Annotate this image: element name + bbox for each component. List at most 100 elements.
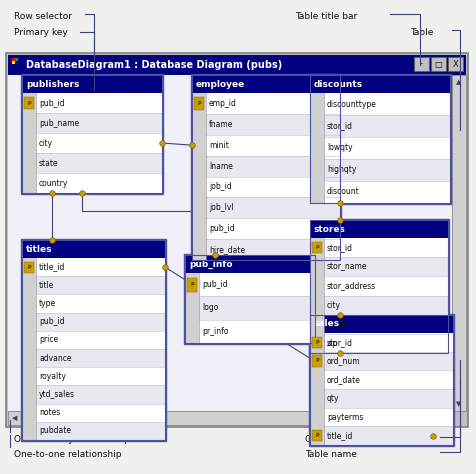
Text: pubdate: pubdate (39, 427, 71, 436)
Text: stor_name: stor_name (327, 262, 367, 271)
Bar (309, 333, 323, 352)
Bar (309, 257, 323, 276)
Bar (22, 173, 162, 193)
Bar (309, 426, 323, 445)
Text: pr_info: pr_info (201, 327, 228, 336)
Bar (22, 331, 165, 349)
Text: P: P (27, 100, 31, 106)
Text: DatabaseDiagram1 : Database Diagram (pubs): DatabaseDiagram1 : Database Diagram (pub… (26, 60, 282, 70)
Text: price: price (39, 336, 58, 345)
Text: pub_id: pub_id (201, 280, 227, 289)
Bar (22, 173, 36, 193)
Bar (22, 385, 36, 403)
Text: hire_date: hire_date (208, 245, 245, 254)
Bar (192, 155, 339, 176)
Bar (22, 349, 165, 367)
Text: Column name: Column name (304, 435, 367, 444)
Bar (192, 239, 339, 260)
Text: qty: qty (327, 394, 339, 403)
Bar (185, 255, 314, 273)
Bar (309, 159, 323, 181)
Text: P: P (315, 358, 318, 364)
Bar (185, 273, 314, 296)
Bar (22, 153, 162, 173)
Bar (308, 314, 453, 446)
Text: city: city (39, 138, 53, 147)
Bar (309, 315, 323, 334)
Bar (15, 58, 18, 61)
Text: advance: advance (39, 354, 71, 363)
Bar (311, 356, 321, 366)
Text: minit: minit (208, 141, 228, 150)
Bar (22, 133, 36, 153)
Text: X: X (452, 60, 457, 69)
Bar (22, 422, 36, 440)
Text: P: P (315, 245, 318, 250)
Text: One-to-many relationship: One-to-many relationship (14, 435, 129, 444)
Bar (22, 385, 165, 403)
Text: P: P (197, 101, 200, 106)
Text: discount: discount (327, 188, 359, 197)
Text: Table name: Table name (304, 450, 356, 459)
Text: lname: lname (208, 162, 232, 171)
Bar (309, 315, 447, 334)
Bar (187, 278, 197, 292)
Text: stores: stores (313, 225, 345, 234)
Bar (192, 135, 206, 155)
Bar (22, 276, 36, 294)
Text: titles: titles (26, 245, 52, 254)
Bar (22, 75, 162, 193)
Bar (12, 58, 15, 61)
Bar (309, 408, 452, 426)
Bar (309, 315, 452, 333)
Bar (192, 239, 206, 260)
Bar (309, 115, 449, 137)
Bar (22, 349, 36, 367)
Bar (22, 113, 36, 133)
Bar (22, 93, 36, 113)
Bar (194, 97, 204, 109)
Bar (309, 93, 323, 115)
Bar (309, 220, 447, 238)
Bar (192, 75, 339, 93)
Text: P: P (315, 340, 318, 345)
Text: city: city (327, 301, 340, 310)
Bar (6, 53, 467, 427)
Bar (309, 370, 452, 389)
Bar (22, 294, 165, 312)
Text: zip: zip (327, 339, 337, 348)
Text: logo: logo (201, 303, 218, 312)
Text: lowqty: lowqty (327, 144, 352, 153)
Bar (22, 133, 162, 153)
Bar (22, 331, 36, 349)
Bar (21, 74, 163, 194)
Bar (22, 258, 36, 276)
Text: pub_info: pub_info (188, 259, 232, 269)
Bar (309, 295, 323, 315)
Text: title_id: title_id (39, 263, 65, 272)
Bar (22, 276, 165, 294)
Bar (309, 333, 452, 352)
Bar (22, 312, 165, 331)
Bar (192, 218, 339, 239)
Text: ◀: ◀ (12, 415, 18, 421)
Text: Row selector: Row selector (14, 12, 72, 21)
Bar (22, 240, 165, 258)
Text: ord_num: ord_num (327, 356, 360, 365)
Bar (309, 75, 449, 203)
Text: type: type (39, 299, 56, 308)
Text: title_id: title_id (327, 431, 353, 440)
Text: title: title (39, 281, 54, 290)
Text: pub_name: pub_name (39, 118, 79, 128)
Bar (192, 114, 339, 135)
Text: payterms: payterms (327, 412, 363, 421)
Bar (22, 113, 162, 133)
Text: country: country (39, 179, 68, 188)
Text: stor_id: stor_id (327, 243, 352, 252)
Bar (192, 176, 339, 197)
Bar (22, 294, 36, 312)
Text: stor_address: stor_address (327, 282, 376, 291)
Text: pub_id: pub_id (39, 99, 64, 108)
Bar (447, 57, 462, 71)
Bar (185, 296, 314, 319)
